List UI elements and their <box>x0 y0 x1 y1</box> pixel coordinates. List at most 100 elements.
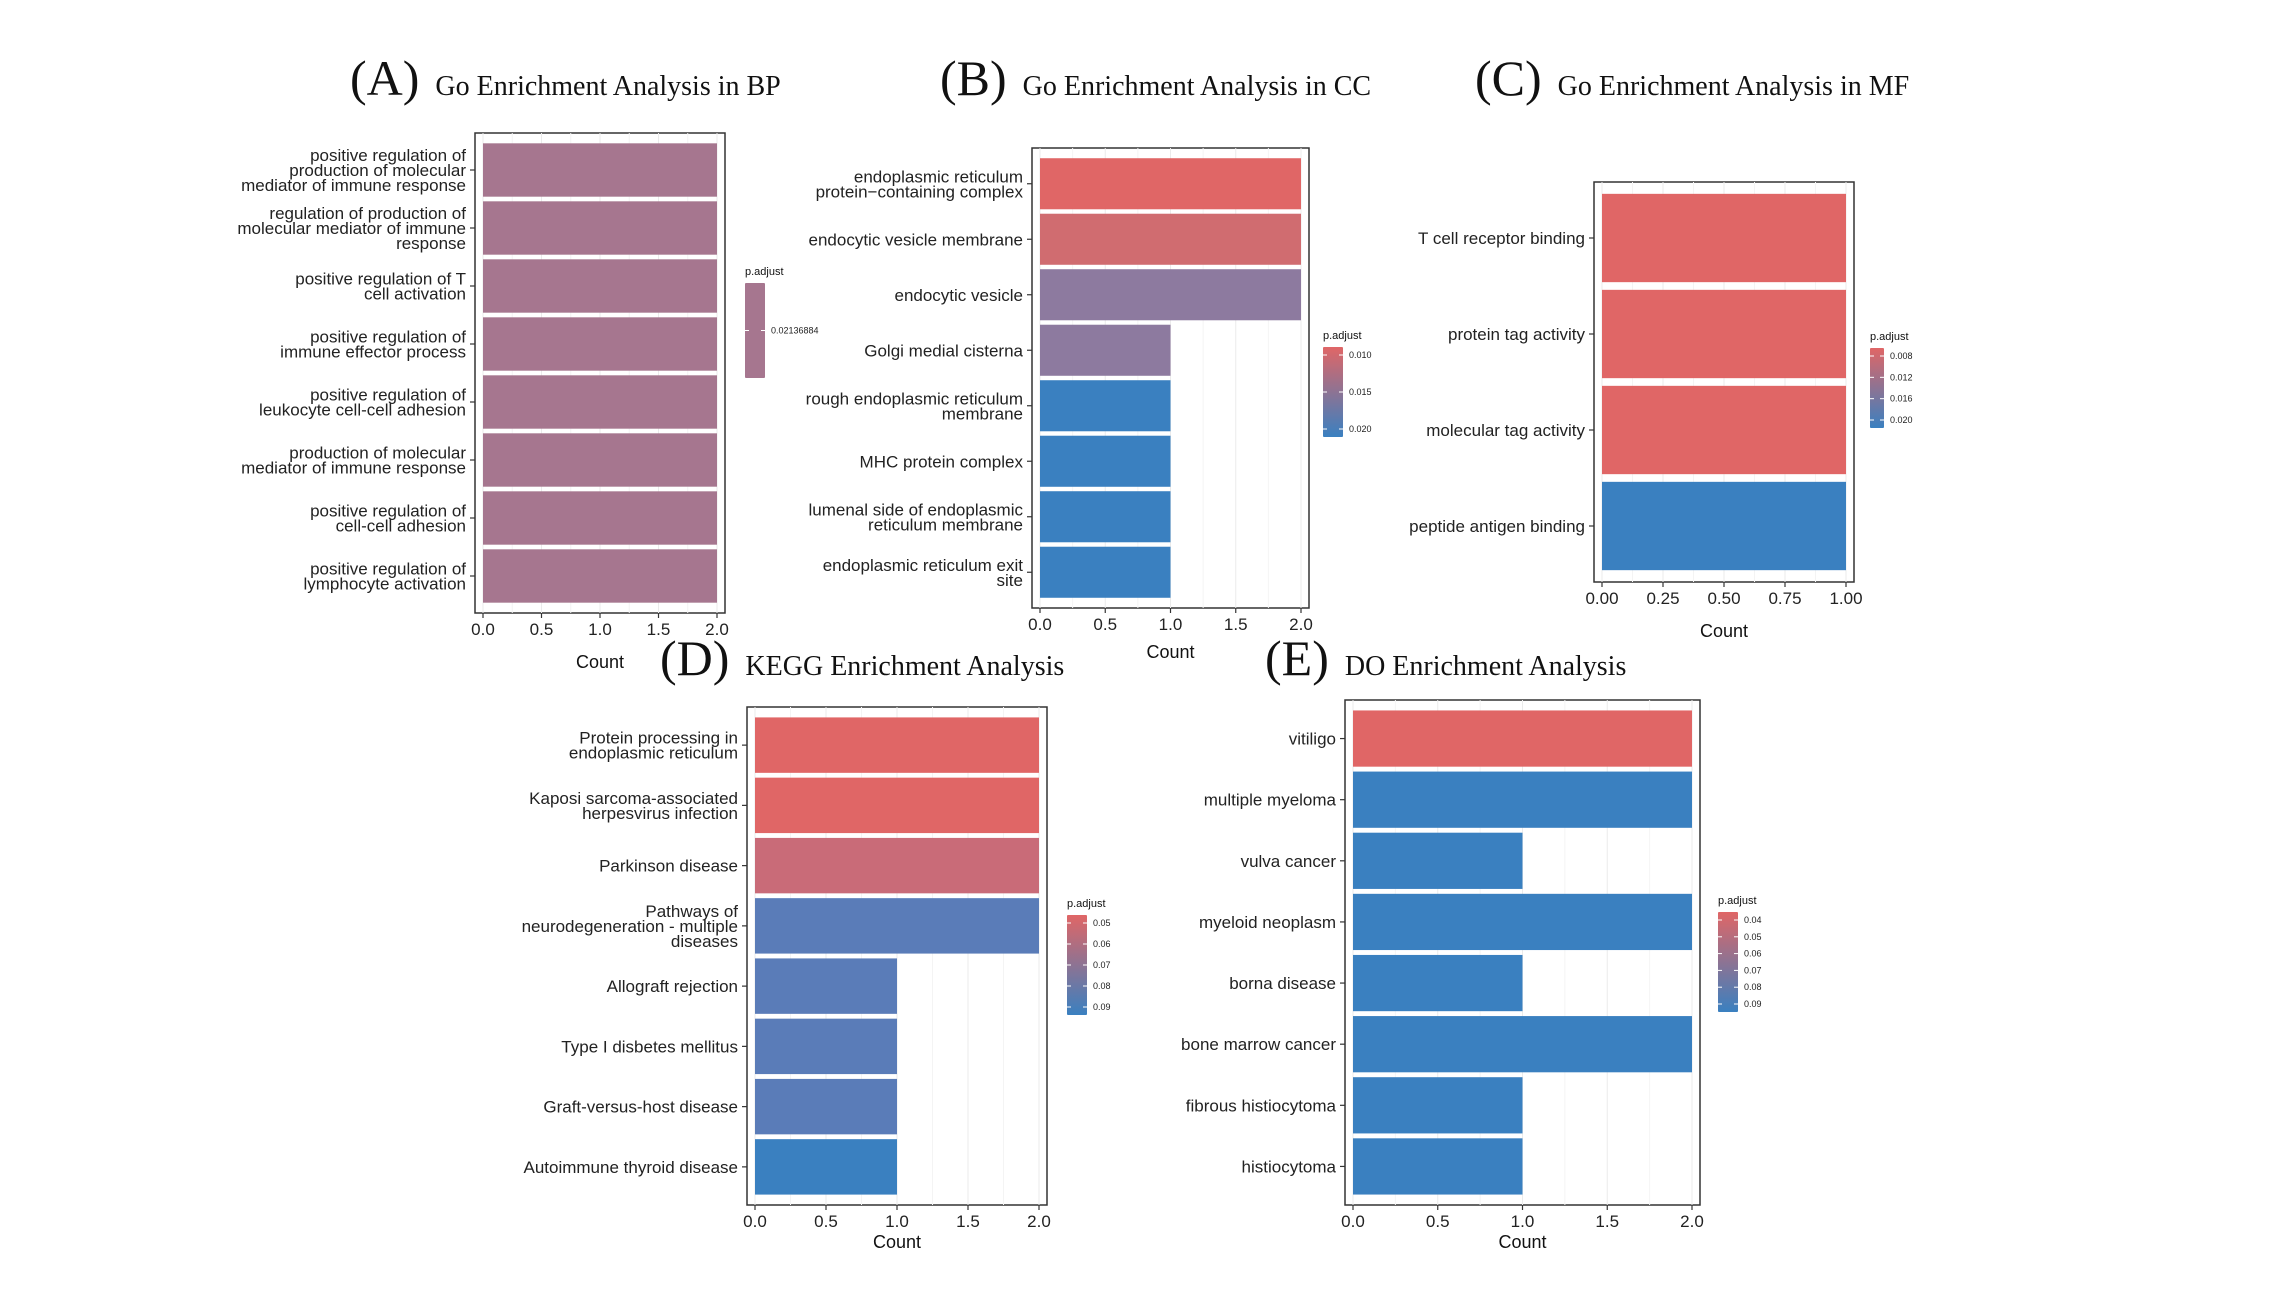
bar <box>1040 269 1301 321</box>
category-label-line: production of molecular <box>289 444 466 463</box>
x-tick-label: 0.5 <box>530 620 554 639</box>
legend-tick-label: 0.008 <box>1890 351 1913 361</box>
category-label: molecular tag activity <box>1426 421 1585 440</box>
panel-label: (C) <box>1475 50 1542 106</box>
category-label-line: herpesvirus infection <box>582 804 738 823</box>
bar <box>755 958 897 1014</box>
x-tick-label: 1.0 <box>1511 1212 1535 1231</box>
legend-tick-label: 0.012 <box>1890 372 1913 382</box>
legend-tick-label: 0.09 <box>1093 1002 1111 1012</box>
category-label: protein tag activity <box>1448 325 1586 344</box>
category-label-line: positive regulation of <box>310 386 466 405</box>
panel-a: (A) Go Enrichment Analysis in BP positive … <box>237 50 818 672</box>
bar <box>483 259 717 313</box>
category-label: Pathways of neurodegeneration - multiple d… <box>522 902 739 951</box>
bar <box>755 837 1039 894</box>
category-label-line: Type I disbetes mellitus <box>561 1037 738 1056</box>
legend-colorbar <box>1323 347 1343 437</box>
category-label-line: multiple myeloma <box>1204 791 1337 810</box>
bar <box>483 491 717 545</box>
legend-tick-label: 0.015 <box>1349 387 1372 397</box>
x-tick-label: 0.0 <box>1341 1212 1365 1231</box>
category-label: rough endoplasmic reticulum membrane <box>806 389 1023 423</box>
legend-tick-label: 0.07 <box>1744 965 1762 975</box>
category-label: bone marrow cancer <box>1181 1035 1336 1054</box>
bar <box>483 143 717 197</box>
panel-label: (B) <box>940 50 1007 106</box>
legend-tick-label: 0.07 <box>1093 960 1111 970</box>
category-label-line: histiocytoma <box>1242 1157 1337 1176</box>
x-tick-label: 2.0 <box>1289 615 1313 634</box>
x-tick-label: 0.75 <box>1768 589 1801 608</box>
category-label-line: Parkinson disease <box>599 857 738 876</box>
bar <box>1040 491 1171 543</box>
panel-title-text: Go Enrichment Analysis in CC <box>1023 71 1371 102</box>
panel-label: (A) <box>350 50 419 106</box>
bar <box>1353 710 1692 767</box>
category-label: fibrous histiocytoma <box>1186 1096 1337 1115</box>
bar <box>1040 435 1171 487</box>
category-label-line: diseases <box>671 932 738 951</box>
legend-tick-label: 0.06 <box>1744 949 1762 959</box>
panel-e: (E) DO Enrichment Analysis vitiligo multipl… <box>1181 630 1762 1252</box>
legend-tick-label: 0.020 <box>1349 424 1372 434</box>
category-label-line: cell activation <box>364 285 466 304</box>
legend-colorbar <box>745 283 765 378</box>
category-label: endoplasmic reticulum protein−containing … <box>816 167 1024 201</box>
x-tick-label: 0.0 <box>471 620 495 639</box>
legend-title: p.adjust <box>1870 331 1909 343</box>
bar <box>1040 213 1301 265</box>
category-label: borna disease <box>1229 974 1336 993</box>
legend-tick-label: 0.06 <box>1093 939 1111 949</box>
category-label: MHC protein complex <box>860 452 1024 471</box>
legend-tick-label: 0.04 <box>1744 915 1762 925</box>
category-label: positive regulation of lymphocyte activat… <box>303 560 466 594</box>
x-tick-label: 0.5 <box>1426 1212 1450 1231</box>
category-label: Kaposi sarcoma-associated herpesvirus inf… <box>529 789 738 823</box>
legend-tick-label: 0.020 <box>1890 415 1913 425</box>
legend-tick-label: 0.05 <box>1093 918 1111 928</box>
category-label: vulva cancer <box>1241 852 1337 871</box>
x-tick-label: 1.5 <box>1595 1212 1619 1231</box>
x-tick-label: 0.50 <box>1707 589 1740 608</box>
category-label-line: endocytic vesicle membrane <box>809 230 1023 249</box>
category-label-line: fibrous histiocytoma <box>1186 1096 1337 1115</box>
bar <box>483 375 717 429</box>
bar <box>1353 954 1523 1012</box>
bar <box>1353 1016 1692 1073</box>
category-label-line: protein−containing complex <box>816 182 1024 201</box>
category-label: Parkinson disease <box>599 857 738 876</box>
category-label-line: endocytic vesicle <box>894 286 1023 305</box>
category-label: Autoimmune thyroid disease <box>523 1158 738 1177</box>
category-label-line: lymphocyte activation <box>303 575 466 594</box>
legend-tick-label: 0.08 <box>1093 981 1111 991</box>
category-label-line: positive regulation of T <box>295 270 466 289</box>
x-axis-title: Count <box>1700 621 1748 641</box>
category-label: vitiligo <box>1289 730 1336 749</box>
bar <box>1353 832 1523 889</box>
category-label-line: molecular tag activity <box>1426 421 1585 440</box>
bar <box>1040 324 1171 376</box>
panel-c: (C) Go Enrichment Analysis in MF T cell re… <box>1409 50 1912 641</box>
category-label: endoplasmic reticulum exit site <box>823 556 1024 590</box>
legend-title: p.adjust <box>1067 898 1106 910</box>
x-tick-label: 0.25 <box>1646 589 1679 608</box>
category-label: lumenal side of endoplasmic reticulum mem… <box>808 500 1023 534</box>
category-label-line: leukocyte cell-cell adhesion <box>259 401 466 420</box>
category-label: endocytic vesicle <box>894 286 1023 305</box>
bar <box>1602 481 1846 571</box>
category-label: T cell receptor binding <box>1418 229 1585 248</box>
panel-title: (A) Go Enrichment Analysis in BP <box>350 50 781 106</box>
bar <box>1353 1077 1523 1134</box>
x-tick-label: 1.0 <box>1159 615 1183 634</box>
legend-tick-label: 0.016 <box>1890 394 1913 404</box>
category-label-line: membrane <box>942 404 1023 423</box>
bar <box>1040 380 1171 432</box>
legend-tick-label: 0.02136884 <box>771 326 819 336</box>
x-tick-label: 0.0 <box>1028 615 1052 634</box>
category-label: myeloid neoplasm <box>1199 913 1336 932</box>
legend-tick-label: 0.09 <box>1744 999 1762 1009</box>
category-label-line: cell-cell adhesion <box>336 517 466 536</box>
x-axis-title: Count <box>1498 1232 1546 1252</box>
legend-title: p.adjust <box>1323 330 1362 342</box>
